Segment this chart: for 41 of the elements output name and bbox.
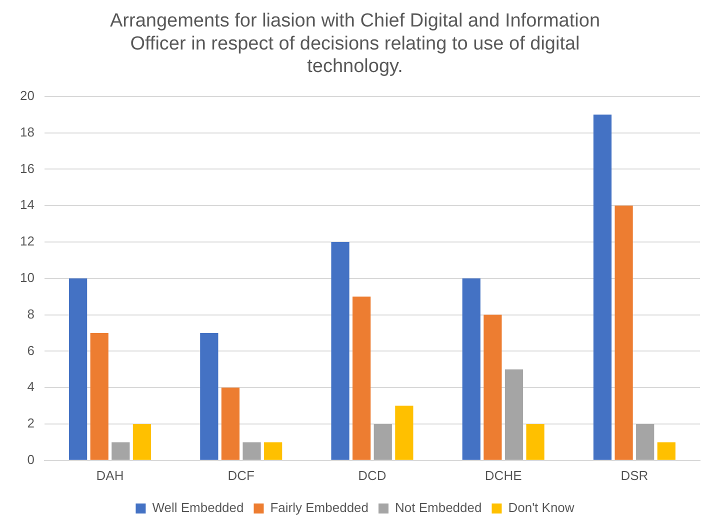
- legend-label: Don't Know: [508, 500, 575, 516]
- bar: [504, 369, 524, 460]
- y-tick-label: 0: [27, 452, 34, 467]
- x-tick-label: DAH: [96, 468, 124, 483]
- y-tick-label: 18: [20, 124, 34, 140]
- x-tick-label: DCF: [228, 468, 255, 483]
- y-tick-label: 4: [27, 379, 34, 394]
- bar: [132, 424, 152, 460]
- bar: [331, 242, 350, 460]
- bar: [657, 442, 676, 460]
- bar: [395, 406, 414, 460]
- legend-label: Fairly Embedded: [270, 500, 369, 516]
- bar: [90, 333, 108, 460]
- bar: [69, 278, 88, 460]
- bar: [200, 333, 218, 460]
- y-tick-label: 8: [27, 306, 34, 322]
- bar: [112, 442, 130, 460]
- bar: [593, 114, 612, 460]
- bar: [352, 296, 371, 460]
- x-tick-label: DSR: [620, 468, 648, 483]
- legend-label: Well Embedded: [152, 500, 244, 516]
- x-tick-label: DCHE: [484, 468, 522, 483]
- bar: [264, 442, 282, 460]
- y-tick-label: 2: [27, 416, 34, 431]
- bar: [636, 424, 654, 460]
- bar: [242, 442, 261, 460]
- y-tick-label: 16: [20, 160, 34, 176]
- bar: [374, 424, 392, 460]
- bar: [462, 278, 480, 460]
- bar: [484, 314, 502, 460]
- y-tick-label: 20: [20, 88, 34, 103]
- y-tick-label: 12: [20, 234, 34, 249]
- chart-title: Arrangements for liasion with Chief Digital and Information Officer in respect of decisions relating to use of digital technology.: [110, 10, 600, 78]
- bar: [221, 388, 240, 460]
- y-tick-label: 10: [20, 270, 34, 285]
- y-tick-label: 6: [27, 342, 34, 358]
- y-tick-label: 14: [20, 197, 34, 212]
- bar: [614, 206, 633, 460]
- x-tick-label: DCD: [358, 468, 386, 483]
- legend-label: Not Embedded: [395, 500, 482, 516]
- bar: [526, 424, 544, 460]
